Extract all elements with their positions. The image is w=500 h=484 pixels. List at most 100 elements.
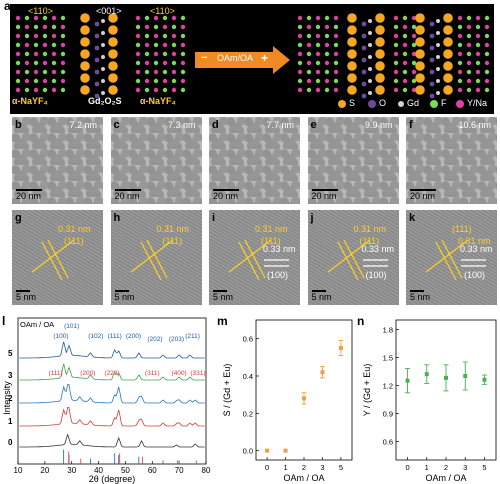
atom-gd xyxy=(101,43,105,47)
atom xyxy=(51,78,57,84)
atom xyxy=(180,33,186,39)
atom xyxy=(162,24,168,30)
atom xyxy=(315,78,321,84)
atom xyxy=(51,60,57,66)
x-tick-label: 80 xyxy=(202,466,211,475)
atom xyxy=(42,33,48,39)
atom-o xyxy=(94,45,100,51)
atom-o xyxy=(361,93,367,99)
atom xyxy=(315,69,321,75)
atom-s xyxy=(347,49,357,59)
x-tick-label: 5 xyxy=(339,463,343,472)
atom xyxy=(466,15,472,21)
atom-s xyxy=(375,25,385,35)
atom-s xyxy=(415,25,425,35)
atom xyxy=(457,69,463,75)
tem-image-d: d 7.7 nm 20 nm xyxy=(209,117,300,204)
scale-label: 5 nm xyxy=(410,292,431,302)
atom-gd xyxy=(436,67,440,71)
lattice-lines xyxy=(327,239,388,281)
xrd-chart: Intensity 2θ (degree) OAm / OA 10 20 30 40 5… xyxy=(2,317,211,484)
atom-o xyxy=(429,69,435,75)
atom xyxy=(484,42,490,48)
series-label: 5 xyxy=(8,349,13,358)
atom-s xyxy=(375,85,385,95)
atom-gd xyxy=(101,91,105,95)
panel-label: c xyxy=(113,119,120,131)
scale-label: 5 nm xyxy=(213,292,234,302)
particle-size: 9.9 nm xyxy=(364,120,393,130)
atom xyxy=(466,87,472,93)
atom xyxy=(411,42,417,48)
scale-label: 20 nm xyxy=(213,191,239,201)
data-point xyxy=(424,372,429,377)
plane-label: 0.31 nm xyxy=(458,236,491,246)
atom-o xyxy=(429,45,435,51)
atom-o xyxy=(94,93,100,99)
atom xyxy=(457,24,463,30)
arrow-plus: + xyxy=(261,51,269,65)
x-tick-label: 70 xyxy=(175,466,184,475)
xrd-legend-title: OAm / OA xyxy=(20,320,54,329)
atom xyxy=(411,15,417,21)
series-label: 3 xyxy=(8,371,13,380)
atom xyxy=(171,69,177,75)
y-tick-label: 0.6 xyxy=(243,335,253,344)
atom xyxy=(135,42,141,48)
atom xyxy=(484,51,490,57)
atom-s xyxy=(80,61,90,71)
atom xyxy=(484,87,490,93)
atom-gd xyxy=(436,79,440,83)
atom xyxy=(466,51,472,57)
legend-dot-gd xyxy=(398,101,404,107)
atom xyxy=(180,15,186,21)
atom xyxy=(135,60,141,66)
atom xyxy=(306,69,312,75)
atom xyxy=(15,33,21,39)
atom xyxy=(153,87,159,93)
atom xyxy=(180,69,186,75)
scale-label: 5 nm xyxy=(16,292,37,302)
hkl-red: (220) xyxy=(104,370,119,377)
legend-f: F xyxy=(441,98,447,108)
atom-s xyxy=(80,73,90,83)
atom xyxy=(333,60,339,66)
atom-s xyxy=(80,13,90,23)
atom-s xyxy=(375,49,385,59)
particle-size: 7.3 nm xyxy=(167,120,196,130)
particle-size: 10.6 nm xyxy=(458,120,491,130)
atom xyxy=(171,24,177,30)
plane-label-2: (100) xyxy=(365,270,387,280)
atom-gd xyxy=(368,19,372,23)
atom xyxy=(42,24,48,30)
phase-mid: Gd₂O₂S xyxy=(88,96,122,106)
x-tick-label: 3 xyxy=(463,463,467,472)
xrd-curve-0 xyxy=(19,433,205,448)
x-axis-label: OAm / OA xyxy=(425,473,466,483)
hkl-red: (331) xyxy=(190,370,205,377)
atom xyxy=(51,87,57,93)
atom xyxy=(153,15,159,21)
atom xyxy=(402,60,408,66)
xrd-curve-5 xyxy=(19,341,205,359)
data-point xyxy=(265,448,270,453)
atom xyxy=(153,60,159,66)
atom xyxy=(51,15,57,21)
atom xyxy=(393,78,399,84)
scale-bar xyxy=(311,189,338,191)
panel-label: d xyxy=(212,119,219,131)
atom-s xyxy=(443,13,453,23)
atom xyxy=(411,60,417,66)
atom xyxy=(24,60,30,66)
hrtem-image-g: g 0.31 nm (111) 5 nm xyxy=(12,210,103,305)
atom-s xyxy=(108,25,118,35)
atom-gd xyxy=(101,67,105,71)
legend-gd: Gd xyxy=(407,98,420,108)
scale-bar xyxy=(114,189,141,191)
x-tick-label: 1 xyxy=(283,463,287,472)
panel-label-a: a xyxy=(4,0,11,13)
scale-bar xyxy=(311,290,326,292)
atom xyxy=(306,15,312,21)
atom xyxy=(33,87,39,93)
atom xyxy=(402,87,408,93)
